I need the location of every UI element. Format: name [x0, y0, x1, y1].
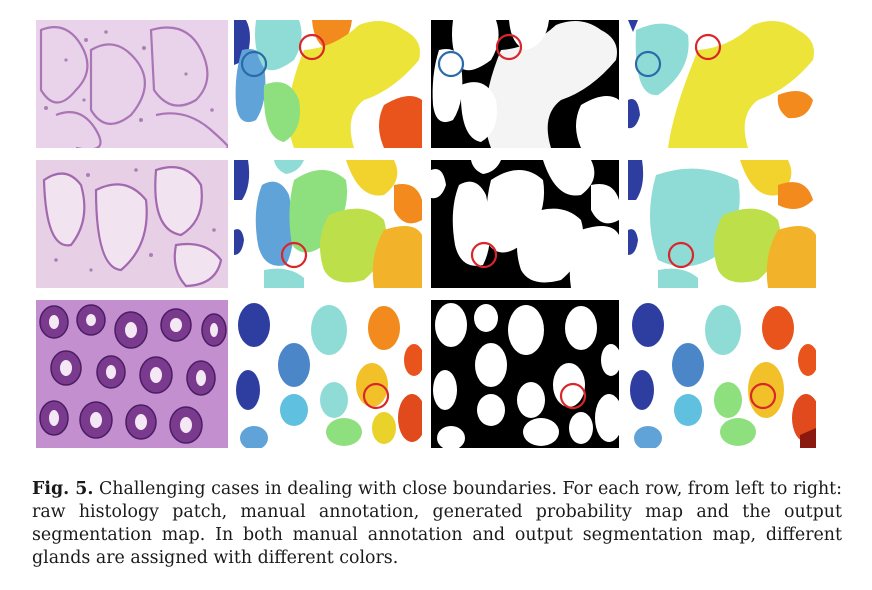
- figure-5: [36, 20, 816, 448]
- row3-probability-map: [431, 300, 619, 448]
- row2-manual-annotation: [234, 160, 422, 288]
- red-highlight-circle: [495, 33, 523, 61]
- row3-segmentation-map: [628, 300, 816, 448]
- red-highlight-circle: [280, 241, 308, 269]
- row1-segmentation-map: [628, 20, 816, 148]
- red-highlight-circle: [559, 382, 587, 410]
- blue-highlight-circle: [240, 50, 268, 78]
- caption-text: Challenging cases in dealing with close …: [32, 479, 842, 568]
- red-highlight-circle: [298, 33, 326, 61]
- red-highlight-circle: [749, 382, 777, 410]
- row1-manual-annotation: [234, 20, 422, 148]
- row1-histology-patch: [36, 20, 228, 148]
- caption-label: Fig. 5.: [32, 479, 94, 499]
- row2-segmentation-map: [628, 160, 816, 288]
- row3-manual-annotation: [234, 300, 422, 448]
- blue-highlight-circle: [437, 50, 465, 78]
- row2-histology-patch: [36, 160, 228, 288]
- figure-caption: Fig. 5. Challenging cases in dealing wit…: [32, 478, 842, 570]
- red-highlight-circle: [470, 241, 498, 269]
- red-highlight-circle: [667, 241, 695, 269]
- row2-probability-map: [431, 160, 619, 288]
- row3-histology-patch: [36, 300, 228, 448]
- red-highlight-circle: [362, 382, 390, 410]
- row1-probability-map: [431, 20, 619, 148]
- red-highlight-circle: [694, 33, 722, 61]
- blue-highlight-circle: [634, 50, 662, 78]
